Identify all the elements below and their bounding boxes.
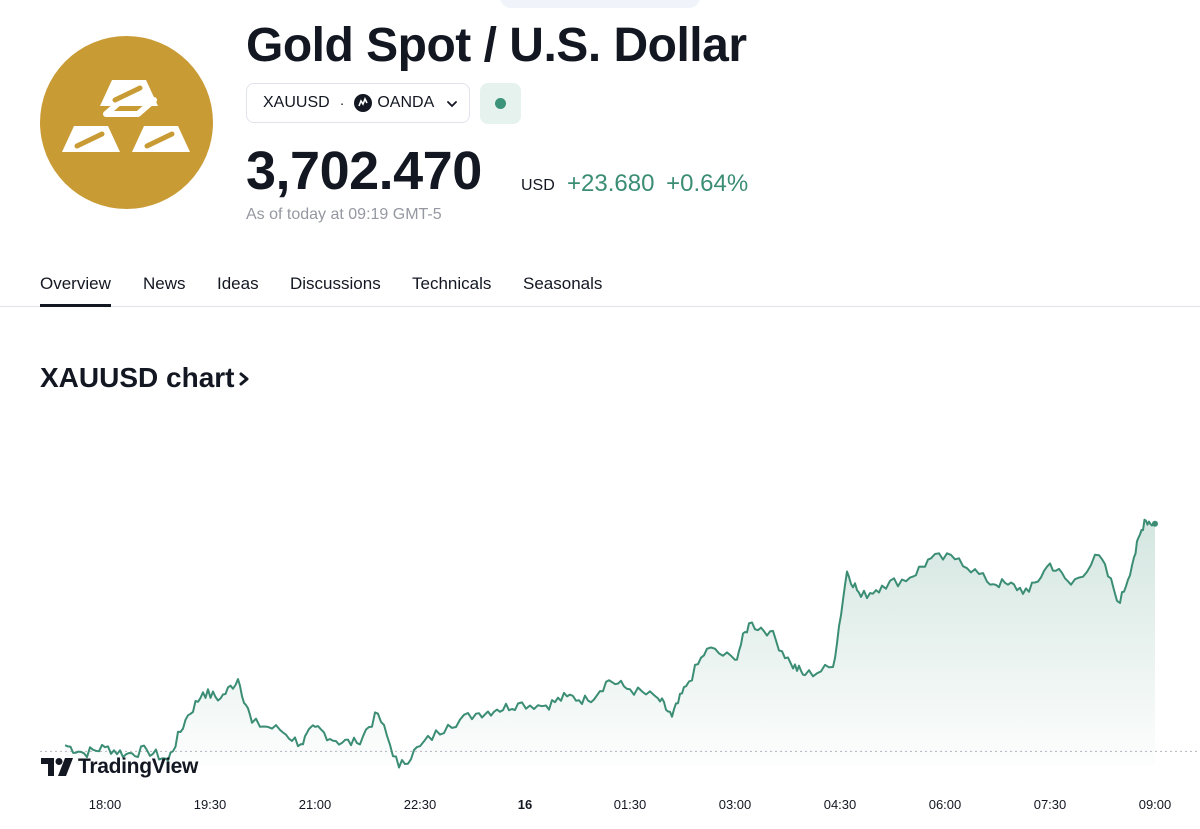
tradingview-logo-icon <box>41 758 73 776</box>
x-axis-tick-label: 19:30 <box>194 797 227 812</box>
x-axis-tick-label: 07:30 <box>1034 797 1067 812</box>
chevron-right-icon <box>239 372 249 386</box>
symbol-label: XAUUSD <box>263 94 330 111</box>
tab-overview[interactable]: Overview <box>40 274 111 307</box>
last-price: 3,702.470 <box>246 141 482 201</box>
page-title: Gold Spot / U.S. Dollar <box>246 19 747 72</box>
price-timestamp: As of today at 09:19 GMT-5 <box>246 206 442 223</box>
symbol-exchange-selector[interactable]: XAUUSD · OANDA <box>246 83 470 123</box>
x-axis-tick-label: 16 <box>518 797 532 812</box>
tradingview-wordmark: TradingView <box>78 755 199 778</box>
oanda-icon <box>354 94 373 112</box>
change-percent: +0.64% <box>666 170 749 197</box>
chart-heading-link[interactable]: XAUUSD chart <box>40 362 251 394</box>
tab-news[interactable]: News <box>143 274 186 293</box>
tab-seasonals[interactable]: Seasonals <box>523 274 603 293</box>
tab-bar: Overview News Ideas Discussions Technica… <box>0 262 1200 307</box>
price-area-fill <box>65 519 1156 768</box>
market-status-indicator[interactable] <box>480 83 521 124</box>
x-axis-tick-label: 03:00 <box>719 797 752 812</box>
tradingview-watermark[interactable]: TradingView <box>41 755 198 779</box>
gold-bars-icon <box>40 36 213 209</box>
status-dot <box>495 98 506 109</box>
price-change: +23.680 +0.64% <box>567 170 748 198</box>
x-axis-tick-label: 21:00 <box>299 797 332 812</box>
price-chart[interactable]: 18:00 19:30 21:00 22:30 16 01:30 03:00 04:30 06:… <box>0 420 1200 829</box>
separator-dot: · <box>339 95 345 111</box>
tab-discussions[interactable]: Discussions <box>290 274 381 293</box>
change-absolute: +23.680 <box>567 170 655 197</box>
top-search-pill[interactable] <box>500 0 700 8</box>
x-axis-tick-label: 22:30 <box>404 797 437 812</box>
x-axis-tick-label: 01:30 <box>614 797 647 812</box>
x-axis-tick-label: 06:00 <box>929 797 962 812</box>
exchange-label: OANDA <box>377 94 435 111</box>
x-axis-tick-label: 04:30 <box>824 797 857 812</box>
chevron-down-icon <box>446 97 458 109</box>
tab-ideas[interactable]: Ideas <box>217 274 259 293</box>
chart-heading-text: XAUUSD chart <box>40 362 235 393</box>
last-price-point <box>1152 520 1158 527</box>
price-line-series <box>64 518 1156 769</box>
tab-technicals[interactable]: Technicals <box>412 274 492 293</box>
x-axis-tick-label: 09:00 <box>1139 797 1172 812</box>
price-currency: USD <box>521 177 555 194</box>
x-axis-tick-label: 18:00 <box>89 797 122 812</box>
